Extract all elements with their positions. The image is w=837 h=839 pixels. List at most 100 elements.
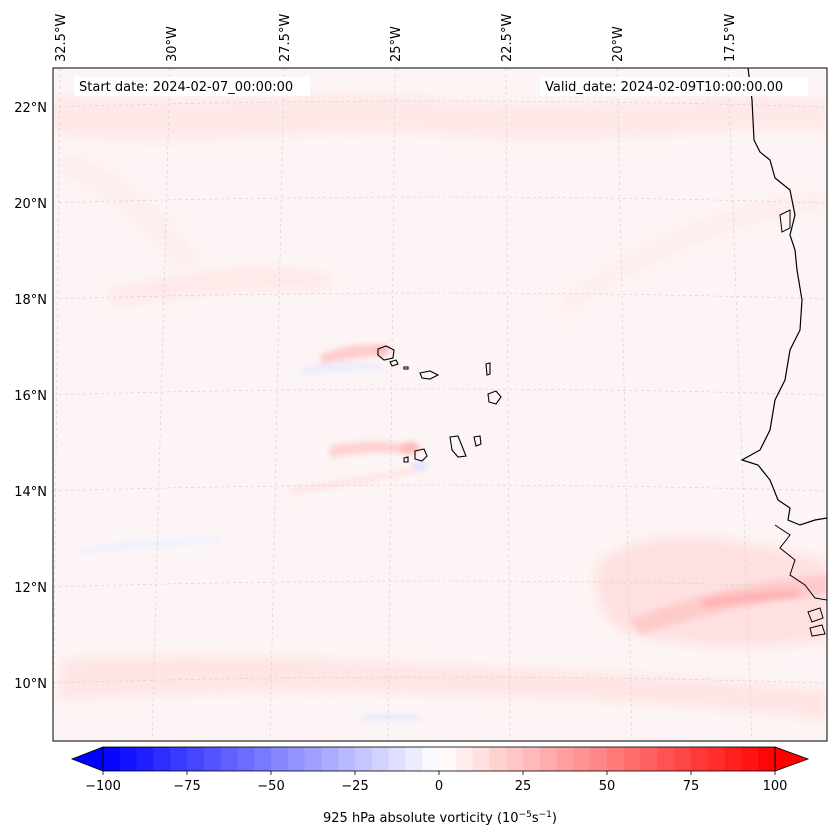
colorbar-segment — [707, 747, 726, 771]
valid-date-label: Valid_date: 2024-02-09T10:00:00.00 — [545, 80, 783, 95]
colorbar-segment — [103, 747, 121, 771]
colorbar-label-exponent: −5 — [519, 810, 532, 820]
colorbar-tick-label: 75 — [683, 779, 700, 794]
lat-tick-label: 20°N — [14, 197, 47, 212]
colorbar-tick-label: 0 — [435, 779, 443, 794]
island-sal — [485, 362, 491, 376]
colorbar-segment — [724, 747, 742, 771]
colorbar-segment — [254, 747, 272, 771]
colorbar-segment — [607, 747, 625, 771]
lat-tick-label: 14°N — [14, 485, 47, 500]
colorbar-segment — [489, 747, 507, 771]
island-wake-positive — [320, 344, 386, 364]
colorbar-segment — [371, 747, 390, 771]
colorbar-segment — [220, 747, 238, 771]
island-boa-vista — [487, 390, 502, 405]
island-wake-positive — [330, 441, 415, 458]
colorbar-tick-label: 50 — [599, 779, 616, 794]
colorbar-segment — [455, 747, 474, 771]
vorticity-band-south — [60, 655, 827, 720]
colorbar-segment — [321, 747, 339, 771]
lat-tick-label: 10°N — [14, 677, 47, 692]
map-frame — [52, 67, 828, 742]
lon-tick-label: 25°W — [389, 26, 404, 62]
colorbar-segment — [573, 747, 591, 771]
colorbar-tick-label: −75 — [173, 779, 200, 794]
colorbar-segment — [674, 747, 692, 771]
colorbar-segment — [355, 747, 373, 771]
colorbar-label: 925 hPa absolute vorticity (10−5s−1) — [323, 810, 557, 826]
lon-tick-label: 17.5°W — [723, 14, 738, 62]
colorbar-tick-label: −25 — [341, 779, 368, 794]
island-sao-nicolau — [419, 370, 440, 380]
colorbar-label-text: 925 hPa absolute vorticity (10 — [323, 811, 519, 826]
colorbar-ticks: −100 −75 −50 −25 0 25 50 75 100 — [85, 771, 787, 794]
colorbar-segment — [691, 747, 709, 771]
colorbar-segment — [523, 747, 541, 771]
colorbar-segment — [170, 747, 188, 771]
lon-tick-label: 22.5°W — [500, 14, 515, 62]
coastline-bijagos-islands — [807, 607, 826, 637]
colorbar-segments — [103, 747, 776, 771]
island-maio — [473, 435, 482, 447]
vorticity-max-core — [700, 589, 800, 608]
colorbar-label-close: ) — [552, 811, 557, 826]
colorbar-segment — [388, 747, 406, 771]
vorticity-negative-streak — [360, 714, 420, 720]
start-date-box — [74, 77, 310, 96]
vorticity-max-spot — [400, 442, 420, 454]
colorbar-segment — [271, 747, 289, 771]
gridlines — [53, 68, 827, 741]
vorticity-streak — [60, 150, 200, 270]
vorticity-field — [53, 68, 827, 741]
valid-date-box — [540, 77, 808, 96]
colorbar-segment — [556, 747, 574, 771]
colorbar-extend-max-arrow — [774, 746, 810, 772]
colorbar-segment — [287, 747, 306, 771]
colorbar-segment — [203, 747, 222, 771]
lat-tick-label: 18°N — [14, 293, 47, 308]
lat-tick-label: 16°N — [14, 389, 47, 404]
vorticity-negative-streak — [80, 536, 220, 554]
coastline-guinea-bissau — [774, 524, 827, 601]
colorbar-label-exponent: −1 — [539, 810, 552, 820]
start-date-label: Start date: 2024-02-07_00:00:00 — [79, 80, 293, 95]
lon-tick-label: 27.5°W — [278, 14, 293, 62]
colorbar-segment — [539, 747, 558, 771]
longitude-ticks: 32.5°W 30°W 27.5°W 25°W 22.5°W 20°W 17.5… — [54, 14, 738, 62]
colorbar-segment — [304, 747, 322, 771]
lon-tick-label: 20°W — [611, 26, 626, 62]
lat-tick-label: 12°N — [14, 581, 47, 596]
latitude-ticks: 22°N 20°N 18°N 16°N 14°N 12°N 10°N — [14, 101, 47, 692]
island-wake-negative — [300, 362, 382, 376]
vorticity-streak — [110, 267, 330, 305]
island-sao-vicente — [389, 359, 399, 367]
lat-tick-label: 22°N — [14, 101, 47, 116]
island-fogo — [414, 448, 428, 462]
colorbar-segment — [422, 747, 440, 771]
colorbar-segment — [506, 747, 524, 771]
vorticity-streak — [560, 190, 827, 320]
colorbar-tick-label: 100 — [763, 779, 788, 794]
colorbar-segment — [405, 747, 423, 771]
colorbar-segment — [237, 747, 255, 771]
colorbar-segment — [136, 747, 154, 771]
colorbar-tick-label: 25 — [515, 779, 532, 794]
colorbar: −100 −75 −50 −25 0 25 50 75 100 925 hPa absolute… — [70, 746, 810, 826]
colorbar-tick-label: −50 — [257, 779, 284, 794]
coastline-west-africa — [740, 68, 827, 526]
island-santo-antao — [377, 345, 395, 361]
colorbar-segment — [187, 747, 205, 771]
lon-tick-label: 32.5°W — [54, 14, 69, 62]
vorticity-min-spot — [412, 461, 428, 471]
colorbar-segment — [640, 747, 658, 771]
island-santiago — [449, 435, 467, 458]
colorbar-segment — [623, 747, 642, 771]
colorbar-segment — [741, 747, 759, 771]
colorbar-segment — [472, 747, 490, 771]
colorbar-segment — [758, 747, 776, 771]
colorbar-segment — [657, 747, 675, 771]
lon-tick-label: 30°W — [165, 26, 180, 62]
colorbar-segment — [338, 747, 356, 771]
